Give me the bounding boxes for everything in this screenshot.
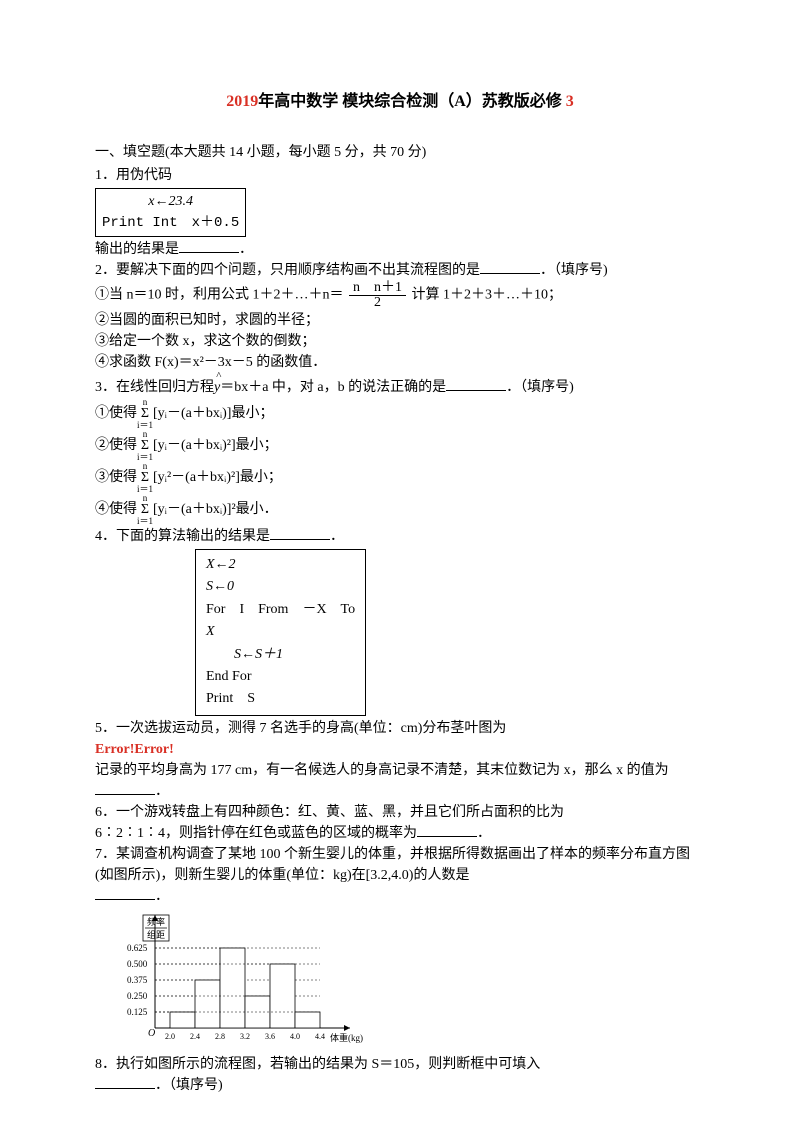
blank <box>270 526 330 540</box>
blank <box>95 886 155 900</box>
q7-line1: 7．某调查机构调查了某地 100 个新生婴儿的体重，并根据所得数据画出了样本的频… <box>95 844 705 886</box>
title-year: 2019 <box>226 93 258 110</box>
q5-line1: 5．一次选拔运动员，测得 7 名选手的身高(单位：cm)分布茎叶图为 <box>95 718 705 739</box>
q6-line1: 6．一个游戏转盘上有四种颜色：红、黄、蓝、黑，并且它们所占面积的比为 <box>95 802 705 823</box>
q4-codebox: X←2 S←0 For I From －X To X S←S＋1 End For… <box>195 549 366 716</box>
ylabel-bot: 组距 <box>147 929 165 940</box>
blank <box>95 781 155 795</box>
svg-text:2.4: 2.4 <box>190 1032 200 1041</box>
xlabel: 体重(kg) <box>330 1032 363 1043</box>
code-line: S←0 <box>206 576 355 598</box>
q5-line2: 记录的平均身高为 177 cm，有一名候选人的身高记录不清楚，其末位数记为 x，… <box>95 760 705 802</box>
q1-codebox: x←23.4 Print Int x＋0.5 <box>95 188 246 237</box>
svg-text:0.250: 0.250 <box>127 991 148 1001</box>
section-intro: 一、填空题(本大题共 14 小题，每小题 5 分，共 70 分) <box>95 142 705 163</box>
code-line: X←2 <box>206 554 355 576</box>
svg-text:0.125: 0.125 <box>127 1007 148 1017</box>
q4-line1: 4．下面的算法输出的结果是． <box>95 526 705 547</box>
code-line: Print S <box>206 688 355 710</box>
code-line: End For <box>206 666 355 688</box>
q3-opt3: ③使得nΣi＝1[yᵢ²－(a＋bxᵢ)²]最小； <box>95 462 705 494</box>
q1-code2: Print Int x＋0.5 <box>102 213 239 234</box>
svg-text:2.0: 2.0 <box>165 1032 175 1041</box>
blank <box>446 377 506 391</box>
error-text: Error!Error! <box>95 739 705 760</box>
code-line: For I From －X To <box>206 599 355 621</box>
sigma-icon: nΣi＝1 <box>137 430 153 462</box>
page-title: 2019年高中数学 模块综合检测（A）苏教版必修 3 <box>95 90 705 114</box>
q7-blank: ． <box>95 886 705 907</box>
title-num: 3 <box>566 93 574 110</box>
blank <box>179 239 239 253</box>
q3-opt1: ①使得nΣi＝1[yᵢ－(a＋bxᵢ)]最小； <box>95 398 705 430</box>
histogram-svg: 频率 组距 0.6250.5000.3750.2500.125 2.02.42.… <box>115 913 375 1048</box>
q3-opt2: ②使得nΣi＝1[yᵢ－(a＋bxᵢ)²]最小； <box>95 430 705 462</box>
svg-text:3.2: 3.2 <box>240 1032 250 1041</box>
code-line: X <box>206 621 355 643</box>
q2-opt3: ③给定一个数 x，求这个数的倒数； <box>95 331 705 352</box>
sigma-icon: nΣi＝1 <box>137 494 153 526</box>
histogram-figure: 频率 组距 0.6250.5000.3750.2500.125 2.02.42.… <box>115 913 705 1048</box>
svg-text:0.375: 0.375 <box>127 975 148 985</box>
svg-text:2.8: 2.8 <box>215 1032 225 1041</box>
blank <box>480 260 540 274</box>
svg-text:4.0: 4.0 <box>290 1032 300 1041</box>
origin-label: O <box>148 1028 155 1039</box>
q1-code1: x←23.4 <box>148 194 193 209</box>
code-line: S←S＋1 <box>206 644 355 666</box>
svg-text:3.6: 3.6 <box>265 1032 275 1041</box>
q2-opt4: ④求函数 F(x)＝x²－3x－5 的函数值． <box>95 352 705 373</box>
q3-opt4: ④使得nΣi＝1[yᵢ－(a＋bxᵢ)]²最小． <box>95 494 705 526</box>
svg-text:0.500: 0.500 <box>127 959 148 969</box>
blank <box>417 823 477 837</box>
q8-line2: ．（填序号) <box>95 1075 705 1096</box>
sigma-icon: nΣi＝1 <box>137 462 153 494</box>
q3-line1: 3．在线性回归方程y＝bx＋a 中，对 a，b 的说法正确的是．（填序号) <box>95 377 705 398</box>
fraction: n n＋1 2 <box>349 281 406 310</box>
title-main: 年高中数学 模块综合检测（A）苏教版必修 <box>258 93 562 110</box>
q8-line1: 8．执行如图所示的流程图，若输出的结果为 S＝105，则判断框中可填入 <box>95 1054 705 1075</box>
q1-tail: 输出的结果是． <box>95 239 705 260</box>
sigma-icon: nΣi＝1 <box>137 398 153 430</box>
svg-text:0.625: 0.625 <box>127 943 148 953</box>
q1-prefix: 1．用伪代码 <box>95 165 705 186</box>
y-hat: y <box>214 377 220 398</box>
q2-opt1: ①当 n＝10 时，利用公式 1＋2＋…＋n＝ n n＋1 2 计算 1＋2＋3… <box>95 281 705 310</box>
q2-line1: 2．要解决下面的四个问题，只用顺序结构画不出其流程图的是．（填序号) <box>95 260 705 281</box>
q6-line2: 6∶2∶1∶4，则指针停在红色或蓝色的区域的概率为． <box>95 823 705 844</box>
blank <box>95 1075 155 1089</box>
svg-text:4.4: 4.4 <box>315 1032 325 1041</box>
q2-opt2: ②当圆的面积已知时，求圆的半径； <box>95 310 705 331</box>
